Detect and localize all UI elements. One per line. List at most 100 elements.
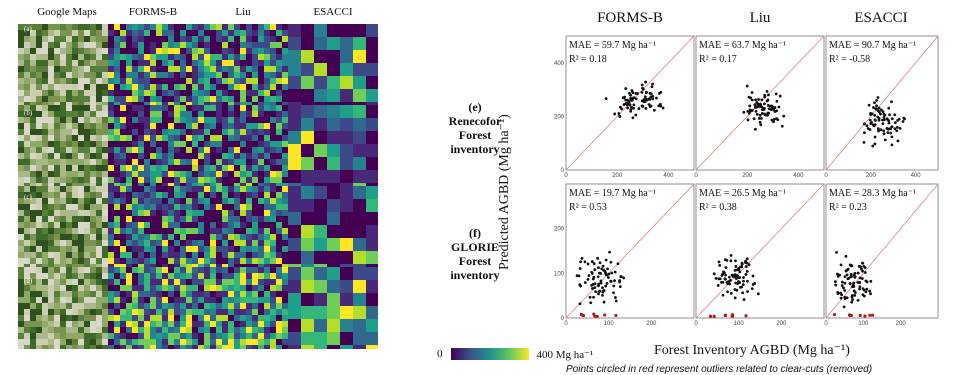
data-point [629, 96, 633, 100]
data-point [714, 276, 718, 280]
data-point [657, 104, 661, 108]
x-tick-label: 400 [793, 173, 804, 179]
data-point [876, 115, 880, 119]
data-point [853, 275, 857, 279]
one-to-one-line [695, 183, 825, 319]
data-point [717, 260, 721, 264]
data-point [763, 102, 766, 106]
data-point [613, 279, 616, 283]
data-point [861, 293, 865, 297]
data-point [845, 268, 849, 272]
data-point [838, 273, 841, 277]
data-point [833, 280, 837, 284]
data-point [836, 292, 840, 296]
data-point [747, 95, 751, 99]
data-point [627, 102, 631, 106]
data-point [777, 105, 781, 109]
data-point [640, 104, 644, 108]
scatter-panel-f-esacci: MAE = 28.3 Mg ha⁻¹ R² = 0.23 0 100 200 [824, 183, 939, 327]
x-tick-label: 200 [896, 321, 907, 327]
one-to-one-line [565, 183, 695, 319]
data-point [604, 258, 608, 262]
data-point [624, 102, 628, 106]
data-point [847, 276, 851, 280]
x-tick-label: 0 [564, 173, 568, 179]
data-point [862, 264, 866, 268]
r2-label: R² = 0.38 [699, 202, 737, 213]
row-label-a: (a) [24, 25, 32, 33]
colorbar-gradient [450, 348, 529, 360]
data-point [758, 120, 762, 124]
x-tick-label: 100 [734, 321, 745, 327]
data-point [773, 110, 777, 113]
data-point [858, 281, 862, 284]
data-point [767, 93, 770, 97]
data-point [741, 283, 745, 287]
data-point [879, 128, 883, 132]
data-point [887, 121, 891, 125]
data-point [740, 285, 744, 289]
data-point [869, 111, 873, 115]
data-point [642, 98, 646, 101]
colorbar: 0 400 Mg ha⁻¹ [437, 345, 593, 363]
data-point [658, 92, 661, 95]
data-point [626, 106, 629, 110]
data-point [609, 279, 613, 283]
data-point [616, 262, 620, 266]
data-point [712, 272, 716, 276]
data-point [748, 104, 752, 108]
r2-label: R² = 0.23 [829, 202, 867, 213]
data-point [863, 122, 866, 126]
data-point [602, 289, 605, 293]
data-point [736, 280, 740, 283]
data-point [736, 274, 739, 278]
data-point [620, 107, 624, 111]
row-label-c: (c) [24, 193, 32, 201]
data-point [613, 112, 617, 116]
data-point [843, 275, 847, 278]
data-point [591, 277, 595, 281]
data-point [645, 98, 649, 102]
data-point [727, 275, 731, 279]
data-point [745, 84, 749, 88]
data-point [861, 261, 865, 265]
data-point [759, 123, 763, 127]
data-point [748, 108, 752, 112]
x-tick-label: 200 [612, 173, 623, 179]
data-point [763, 113, 767, 117]
data-point [766, 98, 770, 102]
data-point [734, 281, 738, 285]
data-point [849, 264, 853, 268]
data-point [648, 98, 652, 101]
data-point [861, 269, 864, 273]
data-point [636, 92, 639, 95]
data-point [718, 264, 722, 267]
row-label-f: (f) GLORIE Forest inventory [440, 226, 510, 282]
data-point [877, 129, 880, 133]
r2-label: R² = 0.17 [699, 54, 737, 65]
data-point [902, 116, 906, 120]
data-point [758, 104, 762, 108]
x-tick-label: 0 [824, 321, 828, 327]
data-point [856, 298, 860, 302]
data-point [843, 297, 847, 300]
data-point [768, 104, 772, 108]
data-point [890, 117, 894, 121]
outlier-point [592, 312, 596, 316]
data-point [755, 101, 759, 104]
data-point [862, 131, 866, 135]
panel-frame [565, 183, 695, 319]
data-point [631, 91, 635, 95]
data-point [744, 261, 747, 264]
x-tick-label: 200 [742, 173, 753, 179]
data-point [751, 283, 755, 286]
data-point [742, 110, 746, 114]
data-point [619, 105, 622, 109]
data-point [757, 103, 760, 107]
data-point [873, 142, 877, 146]
outlier-point [849, 313, 853, 318]
data-point [760, 117, 763, 120]
data-point [721, 293, 725, 297]
data-point [579, 260, 582, 264]
data-point [877, 116, 881, 120]
